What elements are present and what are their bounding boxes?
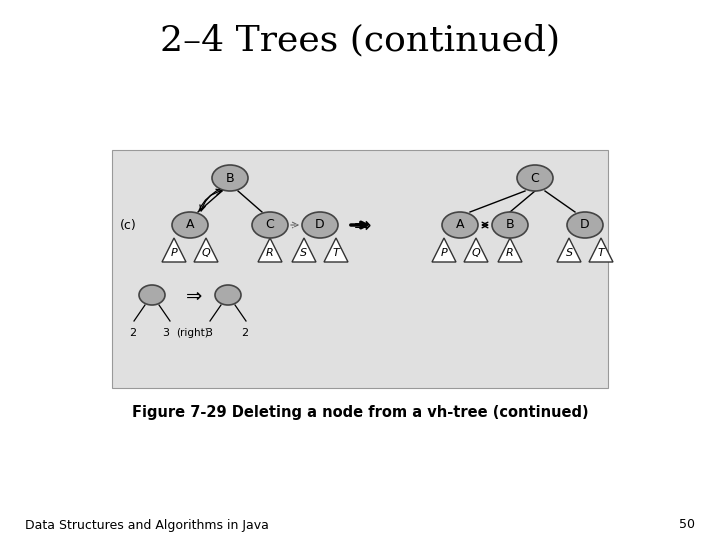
Text: B: B [225,172,234,185]
Text: Q: Q [472,248,480,258]
Text: 50: 50 [679,518,695,531]
Polygon shape [498,238,522,262]
Text: 2: 2 [241,328,248,338]
Text: R: R [506,248,514,258]
Polygon shape [464,238,488,262]
Text: C: C [531,172,539,185]
Text: P: P [171,248,177,258]
Text: (right): (right) [176,328,209,338]
Ellipse shape [492,212,528,238]
Ellipse shape [252,212,288,238]
Text: T: T [598,248,604,258]
Polygon shape [258,238,282,262]
Text: $\Rightarrow$: $\Rightarrow$ [348,215,372,235]
Ellipse shape [212,165,248,191]
Text: 2–4 Trees (continued): 2–4 Trees (continued) [160,23,560,57]
Text: S: S [565,248,572,258]
Text: Data Structures and Algorithms in Java: Data Structures and Algorithms in Java [25,518,269,531]
Text: (c): (c) [120,219,137,232]
Ellipse shape [567,212,603,238]
Text: B: B [505,219,514,232]
Polygon shape [432,238,456,262]
Text: A: A [186,219,194,232]
Ellipse shape [139,285,165,305]
Polygon shape [162,238,186,262]
Polygon shape [324,238,348,262]
Text: S: S [300,248,307,258]
Text: R: R [266,248,274,258]
FancyBboxPatch shape [112,150,608,388]
Text: 3: 3 [205,328,212,338]
Text: $\Rightarrow$: $\Rightarrow$ [182,286,204,305]
Polygon shape [557,238,581,262]
Text: 3: 3 [163,328,169,338]
Ellipse shape [172,212,208,238]
Polygon shape [292,238,316,262]
Text: A: A [456,219,464,232]
Polygon shape [194,238,218,262]
Text: T: T [333,248,339,258]
Text: D: D [315,219,325,232]
Text: Figure 7-29 Deleting a node from a vh-tree (continued): Figure 7-29 Deleting a node from a vh-tr… [132,404,588,420]
Text: P: P [441,248,447,258]
Text: 2: 2 [130,328,137,338]
Text: C: C [266,219,274,232]
Polygon shape [589,238,613,262]
Text: Q: Q [202,248,210,258]
Text: D: D [580,219,590,232]
Ellipse shape [215,285,241,305]
Ellipse shape [517,165,553,191]
Ellipse shape [442,212,478,238]
Ellipse shape [302,212,338,238]
